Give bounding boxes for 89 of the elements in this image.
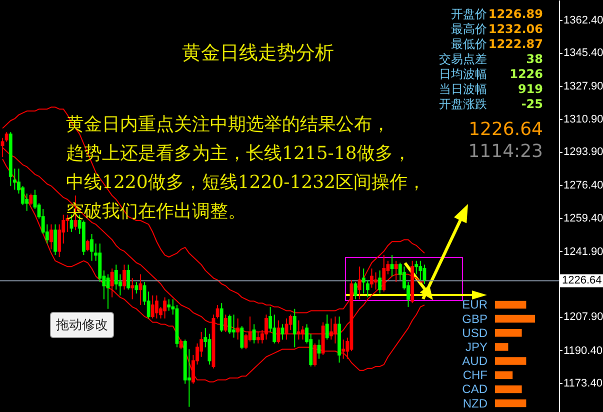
y-tick-label: 1362.40 xyxy=(564,14,603,26)
bar xyxy=(495,300,526,309)
text: 最低价 xyxy=(451,37,487,51)
candlestick xyxy=(29,193,33,206)
candlestick xyxy=(86,239,90,252)
candlestick xyxy=(378,270,382,294)
text: 1226.64 xyxy=(468,119,543,140)
bar xyxy=(495,357,526,365)
text: 1226.89 xyxy=(488,7,543,21)
candlestick xyxy=(54,224,57,256)
candlestick xyxy=(358,266,362,300)
ref-line-label: 1226.64 xyxy=(562,274,602,287)
y-tick-label: CHF xyxy=(462,368,488,382)
candlestick xyxy=(418,260,422,281)
text: 黄金日线走势分析 xyxy=(182,41,334,66)
annotation: 拖动修改 xyxy=(56,318,108,333)
text: 最高价 xyxy=(451,22,487,36)
y-tick-label: 1190.40 xyxy=(564,344,602,357)
y-tick-label: AUD xyxy=(462,354,488,368)
candlestick xyxy=(374,272,378,290)
text: 1114:23 xyxy=(468,141,543,162)
y-tick-label: 1327.90 xyxy=(564,80,603,93)
text: 开盘涨跌 xyxy=(439,97,487,111)
candlestick xyxy=(58,224,62,258)
y-tick-label: EUR xyxy=(462,298,488,312)
bar xyxy=(495,371,513,380)
candlestick xyxy=(110,268,114,298)
candlestick xyxy=(130,278,134,300)
bar xyxy=(495,343,508,351)
y-tick-label: 1259.40 xyxy=(564,212,603,224)
candlestick xyxy=(252,324,256,344)
text: 1222.87 xyxy=(488,37,543,51)
bar xyxy=(495,399,526,408)
text: 1226 xyxy=(510,67,543,81)
y-tick-label: 1207.90 xyxy=(564,311,603,324)
candlestick xyxy=(325,314,329,340)
candlestick xyxy=(167,298,171,312)
candlestick xyxy=(292,308,296,348)
annotation: 中线1220做多，短线1220-1232区间操作， xyxy=(66,172,426,193)
candlestick xyxy=(49,224,53,250)
bar xyxy=(495,314,535,323)
text: 919 xyxy=(518,82,543,96)
candlestick xyxy=(313,342,317,367)
y-tick-label: CAD xyxy=(462,382,488,396)
candlestick xyxy=(382,254,386,292)
candlestick xyxy=(154,294,158,319)
candlestick xyxy=(280,324,284,340)
candlestick xyxy=(220,302,224,332)
candlestick xyxy=(232,314,236,338)
y-tick-label: 1310.90 xyxy=(564,113,603,126)
bar xyxy=(495,385,522,394)
candlestick xyxy=(134,281,138,294)
y-tick-label: 1345.40 xyxy=(564,47,603,60)
candlestick xyxy=(118,274,122,296)
y-tick-label: 1173.40 xyxy=(564,377,602,390)
text: 开盘价 xyxy=(451,7,487,21)
y-tick-label: 1276.40 xyxy=(564,180,603,192)
candlestick xyxy=(228,314,232,334)
candlestick xyxy=(216,304,220,319)
y-tick-label: USD xyxy=(462,326,488,340)
candlestick xyxy=(4,132,8,142)
text: 日均波幅 xyxy=(439,67,487,81)
candlestick xyxy=(362,268,366,294)
y-tick-label: 1241.90 xyxy=(564,246,603,258)
button: 拖动修改 xyxy=(50,312,114,338)
bar xyxy=(495,328,522,337)
candlestick xyxy=(240,326,244,350)
candlestick xyxy=(370,268,374,288)
y-tick-label: 1293.90 xyxy=(564,146,603,158)
candlestick xyxy=(342,339,346,360)
text: 1232.06 xyxy=(488,22,543,36)
text: 38 xyxy=(526,52,543,66)
candlestick xyxy=(163,296,167,319)
candlestick xyxy=(90,233,94,262)
candlestick xyxy=(288,314,292,330)
candlestick xyxy=(366,280,370,298)
candlestick xyxy=(394,260,398,282)
candlestick xyxy=(122,264,126,290)
candlestick xyxy=(390,254,394,277)
candlestick xyxy=(414,260,418,275)
text: 交易点差 xyxy=(439,52,487,66)
text: 当日波幅 xyxy=(439,82,487,96)
text: -25 xyxy=(521,97,543,111)
y-tick-label: JPY xyxy=(465,340,488,354)
y-tick-label: GBP xyxy=(462,312,488,326)
candlestick xyxy=(179,339,183,350)
candlestick xyxy=(126,264,130,290)
candlestick xyxy=(150,294,154,319)
y-tick-label: NZD xyxy=(462,396,488,410)
